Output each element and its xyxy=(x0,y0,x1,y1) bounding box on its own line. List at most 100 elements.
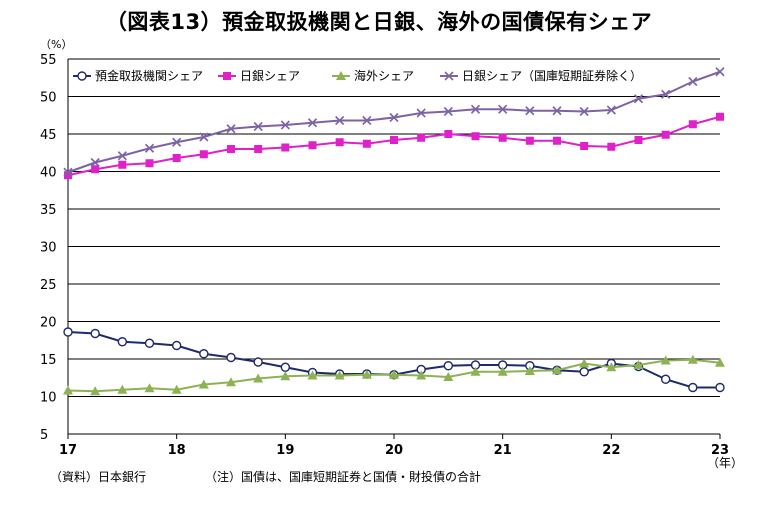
data-point-2 xyxy=(389,369,399,379)
legend-marker xyxy=(336,71,346,80)
data-point-0 xyxy=(443,361,454,371)
data-point-0 xyxy=(144,338,155,348)
data-point-0 xyxy=(688,382,698,393)
data-point-3 xyxy=(199,132,209,142)
data-point-3 xyxy=(470,104,481,114)
data-point-1 xyxy=(91,165,100,174)
data-point-1 xyxy=(281,143,290,152)
data-point-2 xyxy=(226,377,236,387)
y-tick-label: 25 xyxy=(40,278,57,293)
data-point-1 xyxy=(390,136,398,144)
data-point-3 xyxy=(579,106,589,117)
data-point-3 xyxy=(498,104,508,114)
data-point-3 xyxy=(63,167,73,177)
footnote: （注）国債は、国庫短期証券と国債・財投債の合計 xyxy=(205,470,482,484)
legend-label-1: 日銀シェア xyxy=(240,69,300,83)
data-point-3 xyxy=(416,108,426,118)
data-point-1 xyxy=(580,142,589,150)
data-point-2 xyxy=(470,366,481,376)
data-point-3 xyxy=(90,157,100,168)
data-point-0 xyxy=(63,327,73,337)
data-point-2 xyxy=(715,357,725,367)
data-point-1 xyxy=(199,150,208,159)
data-point-3 xyxy=(144,143,155,153)
data-point-3 xyxy=(688,76,698,87)
series-line-1 xyxy=(67,115,721,177)
data-point-1 xyxy=(471,132,480,141)
data-point-1 xyxy=(145,159,154,168)
x-tick-label: 20 xyxy=(385,443,403,458)
data-point-2 xyxy=(144,383,155,393)
legend-label-3: 日銀シェア（国庫短期証券除く） xyxy=(462,68,642,83)
data-point-3 xyxy=(172,137,182,147)
series-line-3 xyxy=(67,70,721,174)
data-point-1 xyxy=(634,136,643,144)
data-point-2 xyxy=(606,362,617,372)
data-point-1 xyxy=(227,145,235,153)
data-point-2 xyxy=(416,370,427,380)
x-tick-label: 17 xyxy=(59,443,77,458)
x-tick-label: 19 xyxy=(276,443,294,458)
data-point-0 xyxy=(90,328,100,339)
data-point-0 xyxy=(253,357,263,367)
data-point-3 xyxy=(253,121,263,132)
data-point-3 xyxy=(715,67,725,77)
data-point-1 xyxy=(335,138,344,147)
data-point-3 xyxy=(362,115,372,126)
data-point-1 xyxy=(308,141,317,150)
data-point-0 xyxy=(715,382,725,393)
data-point-2 xyxy=(117,384,128,394)
x-tick-label: 23 xyxy=(711,443,729,458)
chart-title: （図表13）預金取扱機関と日銀、海外の国債保有シェア xyxy=(105,10,653,34)
data-point-1 xyxy=(553,136,561,145)
data-point-3 xyxy=(443,106,453,117)
data-point-1 xyxy=(661,130,670,139)
x-tick-label: 21 xyxy=(494,443,512,458)
data-point-1 xyxy=(64,171,72,180)
data-point-3 xyxy=(117,151,127,161)
data-point-0 xyxy=(171,340,182,351)
legend-marker xyxy=(77,71,87,81)
data-point-3 xyxy=(661,89,671,99)
data-point-0 xyxy=(226,352,236,363)
data-point-1 xyxy=(607,142,616,151)
legend-label-0: 預金取扱機関シェア xyxy=(95,68,203,83)
legend-label-2: 海外シェア xyxy=(354,68,414,83)
y-axis-unit-label: （%） xyxy=(40,38,73,51)
source-note: （資料）日本銀行 xyxy=(50,470,147,484)
data-point-2 xyxy=(280,371,291,381)
data-point-2 xyxy=(198,379,209,389)
data-point-2 xyxy=(552,365,562,375)
legend-marker xyxy=(444,71,454,81)
data-point-2 xyxy=(497,366,508,376)
data-point-1 xyxy=(172,154,181,162)
y-tick-label: 35 xyxy=(40,203,57,218)
data-point-2 xyxy=(687,354,698,364)
data-point-2 xyxy=(334,370,345,380)
data-point-0 xyxy=(117,337,128,347)
y-tick-label: 5 xyxy=(40,428,48,443)
x-tick-label: 18 xyxy=(168,443,186,458)
data-point-3 xyxy=(280,120,290,130)
data-point-1 xyxy=(362,139,371,148)
data-point-2 xyxy=(90,386,101,396)
data-point-1 xyxy=(688,120,697,129)
y-tick-label: 15 xyxy=(40,353,57,368)
data-point-1 xyxy=(525,136,534,145)
y-tick-label: 30 xyxy=(40,241,57,256)
x-axis-unit-label: （年） xyxy=(707,456,744,470)
data-point-2 xyxy=(307,370,318,380)
data-point-2 xyxy=(579,358,590,368)
data-point-1 xyxy=(417,133,426,142)
data-point-2 xyxy=(361,369,372,379)
data-point-2 xyxy=(253,373,264,383)
data-point-0 xyxy=(199,349,209,359)
data-point-1 xyxy=(254,145,263,153)
data-point-3 xyxy=(226,124,236,134)
data-point-2 xyxy=(633,360,644,369)
legend-marker xyxy=(223,72,231,80)
y-tick-label: 40 xyxy=(40,166,57,181)
y-tick-label: 20 xyxy=(40,316,57,331)
data-point-0 xyxy=(280,362,291,372)
data-point-3 xyxy=(633,94,644,104)
